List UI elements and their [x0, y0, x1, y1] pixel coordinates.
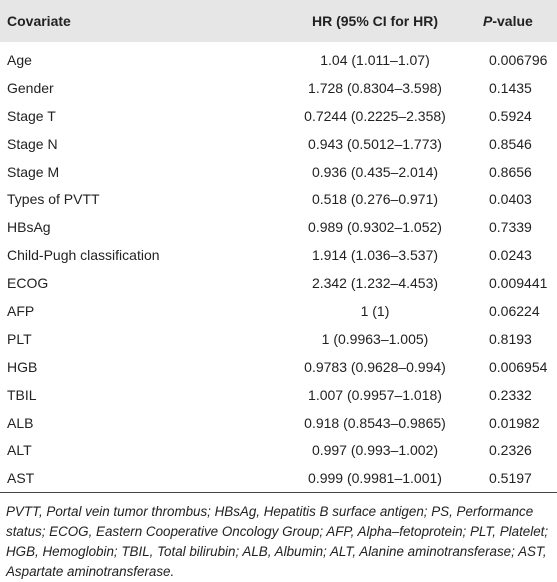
table-cell: ALT — [7, 442, 32, 459]
table-cell: 0.7244 (0.2225–2.358) — [304, 107, 446, 124]
table-cell: 2.342 (1.232–4.453) — [311, 275, 439, 292]
table-row: AFP 1 (1) 0.06224 — [0, 297, 557, 325]
header-text: P-value — [483, 13, 533, 29]
table-cell: 0.01982 — [489, 414, 540, 431]
table-cell: 0.9783 (0.9628–0.994) — [304, 358, 446, 375]
table-cell: 0.5924 — [489, 107, 532, 124]
table-row: TBIL 1.007 (0.9957–1.018) 0.2332 — [0, 381, 557, 409]
footnote: PVTT, Portal vein tumor thrombus; HBsAg,… — [6, 504, 549, 580]
table-cell: 0.006954 — [489, 358, 548, 375]
table-row: Age 1.04 (1.011–1.07) 0.006796 — [0, 42, 557, 74]
table-cell: 0.006796 — [489, 51, 548, 68]
table-body: Age 1.04 (1.011–1.07) 0.006796 Gender 1.728 … — [0, 42, 557, 493]
table-cell: 1 (0.9963–1.005) — [321, 330, 429, 347]
header-row: Covariate HR (95% CI for HR) P-value — [0, 0, 557, 42]
table-row: Stage N 0.943 (0.5012–1.773) 0.8546 — [0, 130, 557, 158]
table-cell: 0.06224 — [489, 302, 540, 319]
table-cell: Types of PVTT — [7, 191, 100, 208]
table-cell: TBIL — [7, 386, 37, 403]
table-cell: 0.2326 — [489, 442, 532, 459]
table-cell: 0.0243 — [489, 247, 532, 264]
table-cell: Age — [7, 51, 32, 68]
table-cell: 0.943 (0.5012–1.773) — [308, 135, 442, 152]
table-cell: Stage M — [7, 163, 60, 180]
table-cell: 0.2332 — [489, 386, 532, 403]
table-header: Covariate HR (95% CI for HR) P-value — [0, 0, 557, 42]
table-row: Child-Pugh classification 1.914 (1.036–3.… — [0, 241, 557, 269]
table-row: ALB 0.918 (0.8543–0.9865) 0.01982 — [0, 409, 557, 437]
table-cell: 0.0403 — [489, 191, 532, 208]
header-cell: P-value — [483, 0, 557, 42]
table-cell: 0.1435 — [489, 79, 532, 96]
table-cell: AST — [7, 470, 35, 487]
table-row: PLT 1 (0.9963–1.005) 0.8193 — [0, 325, 557, 353]
table-row: Stage M 0.936 (0.435–2.014) 0.8656 — [0, 158, 557, 186]
table: Covariate HR (95% CI for HR) P-value Age… — [0, 0, 557, 493]
table-cell: 1.007 (0.9957–1.018) — [308, 386, 442, 403]
table-cell: 0.5197 — [489, 470, 532, 487]
table-cell: 0.936 (0.435–2.014) — [311, 163, 439, 180]
table-cell: 1 (1) — [360, 302, 390, 319]
table-cell: 0.7339 — [489, 219, 532, 236]
table-cell: 1.914 (1.036–3.537) — [311, 247, 439, 264]
table-cell: HGB — [7, 358, 38, 375]
table-row: AST 0.999 (0.9981–1.001) 0.5197 — [0, 464, 557, 492]
table-row: ECOG 2.342 (1.232–4.453) 0.009441 — [0, 269, 557, 297]
table-cell: 0.8656 — [489, 163, 532, 180]
table-cell: 1.728 (0.8304–3.598) — [308, 79, 442, 96]
table-cell: 0.8546 — [489, 135, 532, 152]
table-cell: 0.8193 — [489, 330, 532, 347]
table-row: HBsAg 0.989 (0.9302–1.052) 0.7339 — [0, 213, 557, 241]
table-row: Stage T 0.7244 (0.2225–2.358) 0.5924 — [0, 102, 557, 130]
table-row: ALT 0.997 (0.993–1.002) 0.2326 — [0, 436, 557, 464]
table-cell: 0.989 (0.9302–1.052) — [308, 219, 442, 236]
table-row: HGB 0.9783 (0.9628–0.994) 0.006954 — [0, 353, 557, 381]
table-row: Types of PVTT 0.518 (0.276–0.971) 0.0403 — [0, 185, 557, 213]
table-cell: 0.918 (0.8543–0.9865) — [304, 414, 446, 431]
table-cell: 0.518 (0.276–0.971) — [311, 191, 439, 208]
table-cell: 0.999 (0.9981–1.001) — [308, 470, 442, 487]
table-cell: PLT — [7, 330, 32, 347]
header-cell: Covariate — [7, 13, 71, 29]
table-cell: AFP — [7, 302, 35, 319]
table-cell: ECOG — [7, 275, 49, 292]
table-cell: Gender — [7, 79, 54, 96]
table-cell: HBsAg — [7, 219, 51, 236]
table-cell: 0.997 (0.993–1.002) — [311, 442, 439, 459]
table-cell: Stage T — [7, 107, 56, 124]
table-cell: Child-Pugh classification — [7, 247, 160, 264]
table-row: Gender 1.728 (0.8304–3.598) 0.1435 — [0, 74, 557, 102]
table-cell: Stage N — [7, 135, 58, 152]
header-cell: HR (95% CI for HR) — [311, 13, 438, 29]
table-cell: 0.009441 — [489, 275, 548, 292]
table-cell: 1.04 (1.011–1.07) — [320, 51, 430, 68]
table-cell: ALB — [7, 414, 34, 431]
